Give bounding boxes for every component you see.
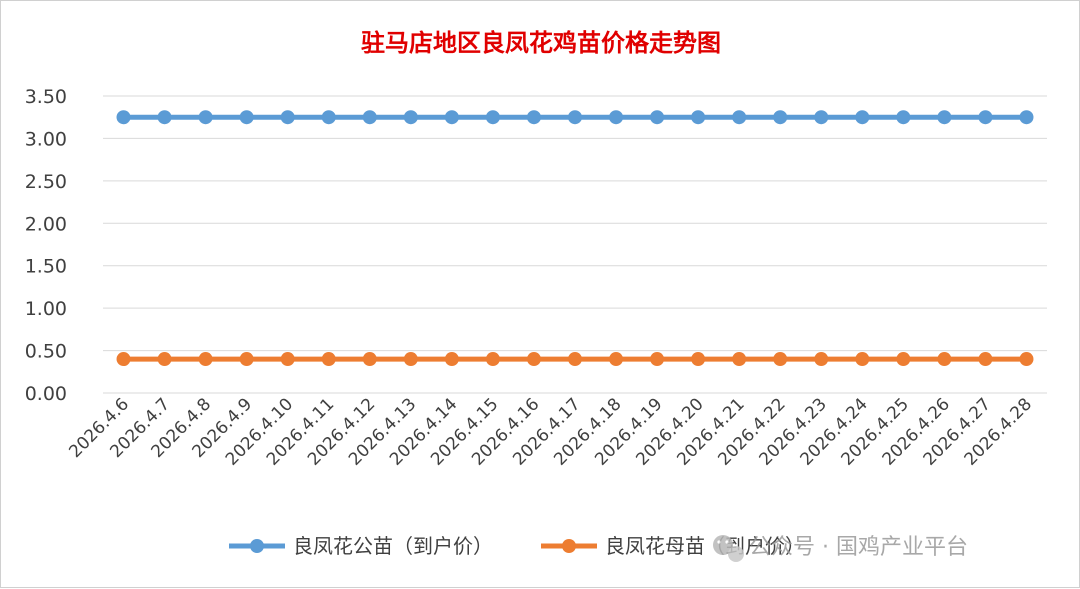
data-point [937,352,952,367]
y-tick-label: 0.50 [25,341,67,363]
data-point [732,110,747,125]
data-point [526,110,541,125]
legend: 良凤花公苗（到户价） 良凤花母苗（到户价） [229,534,805,558]
data-point [321,352,336,367]
data-point [116,352,131,367]
y-tick-label: 1.00 [25,298,67,320]
data-point [855,110,870,125]
data-point [937,110,952,125]
data-point [1019,110,1034,125]
data-point [444,110,459,125]
data-point [485,110,500,125]
series-lines [116,110,1034,367]
data-point [157,110,172,125]
y-tick-label: 2.50 [25,171,67,193]
data-point [609,110,624,125]
data-point [116,110,131,125]
legend-label: 良凤花公苗（到户价） [293,534,493,558]
data-point [280,352,295,367]
data-point [362,110,377,125]
grid-lines [103,95,1047,394]
y-tick-label: 1.50 [25,256,67,278]
y-tick-label: 0.00 [25,383,67,405]
data-point [198,352,213,367]
data-point [814,110,829,125]
data-point [814,352,829,367]
data-point [650,110,665,125]
data-point [157,352,172,367]
data-point [239,352,254,367]
series-1 [116,110,1034,125]
legend-swatch-marker [562,539,576,553]
data-point [650,352,665,367]
data-point [978,352,993,367]
data-point [896,110,911,125]
series-2 [116,352,1034,367]
y-tick-label: 2.00 [25,213,67,235]
data-point [732,352,747,367]
data-point [609,352,624,367]
x-axis-ticks: 2026.4.62026.4.72026.4.82026.4.92026.4.1… [65,394,1036,469]
data-point [855,352,870,367]
data-point [773,352,788,367]
y-axis-ticks: 0.00 0.50 1.00 1.50 2.00 2.50 3.00 3.50 [25,86,67,405]
chart-title: 驻马店地区良凤花鸡苗价格走势图 [361,28,721,57]
data-point [896,352,911,367]
data-point [568,110,582,125]
data-point [691,352,706,367]
legend-item: 良凤花公苗（到户价） [229,534,493,558]
data-point [280,110,295,125]
watermark-text: 公众号 · 国鸡产业平台 [749,535,968,560]
wechat-icon [713,535,744,562]
data-point [362,352,377,367]
data-point [403,352,418,367]
y-tick-label: 3.00 [25,128,67,150]
data-point [568,352,582,367]
legend-item: 良凤花母苗（到户价） [541,534,805,558]
data-point [198,110,213,125]
y-tick-label: 3.50 [25,86,67,108]
legend-swatch-marker [250,539,264,553]
data-point [444,352,459,367]
data-point [1019,352,1034,367]
legend-label: 良凤花母苗（到户价） [605,534,805,558]
data-point [773,110,788,125]
data-point [403,110,418,125]
data-point [321,110,336,125]
data-point [691,110,706,125]
data-point [485,352,500,367]
watermark: 公众号 · 国鸡产业平台 [713,535,968,562]
data-point [978,110,993,125]
data-point [239,110,254,125]
data-point [526,352,541,367]
